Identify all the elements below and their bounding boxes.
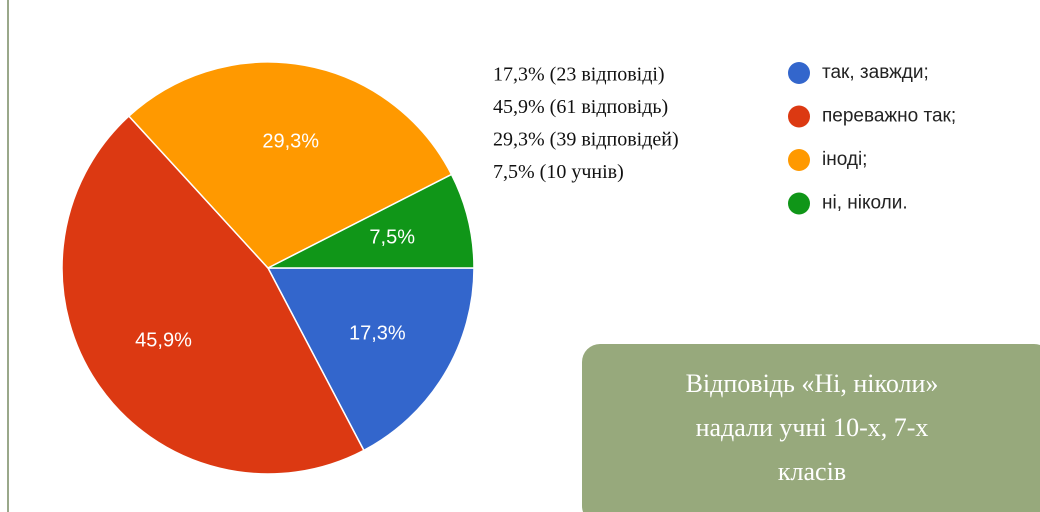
legend-marker: [788, 149, 810, 171]
annotation: 29,3% (39 відповідей): [493, 129, 679, 151]
annotation: 45,9% (61 відповідь): [493, 96, 668, 118]
annotation: 17,3% (23 відповіді): [493, 64, 665, 86]
legend-label: ні, ніколи.: [822, 193, 908, 214]
callout-text: класів: [778, 457, 846, 486]
pie-slice: [127, 61, 453, 269]
annotation: 7,5% (10 учнів): [493, 161, 624, 183]
callout-box: [582, 344, 1040, 512]
slice-label: 29,3%: [262, 131, 319, 153]
legend-marker: [788, 105, 810, 128]
legend-marker: [788, 62, 810, 84]
slice-label: 45,9%: [135, 330, 192, 352]
pie-slice: [266, 267, 475, 452]
legend-label: іноді;: [822, 149, 867, 170]
legend-marker: [788, 192, 810, 215]
slice-label: 7,5%: [369, 226, 415, 248]
callout-text: Відповідь «Ні, ніколи»: [686, 369, 939, 398]
callout-text: надали учні 10-х, 7-х: [696, 413, 929, 442]
slice-label: 17,3%: [349, 322, 406, 344]
legend-label: переважно так;: [822, 106, 956, 127]
legend-label: так, завжди;: [822, 62, 929, 83]
pie-slice: [267, 173, 475, 269]
pie-slice: [61, 115, 365, 475]
